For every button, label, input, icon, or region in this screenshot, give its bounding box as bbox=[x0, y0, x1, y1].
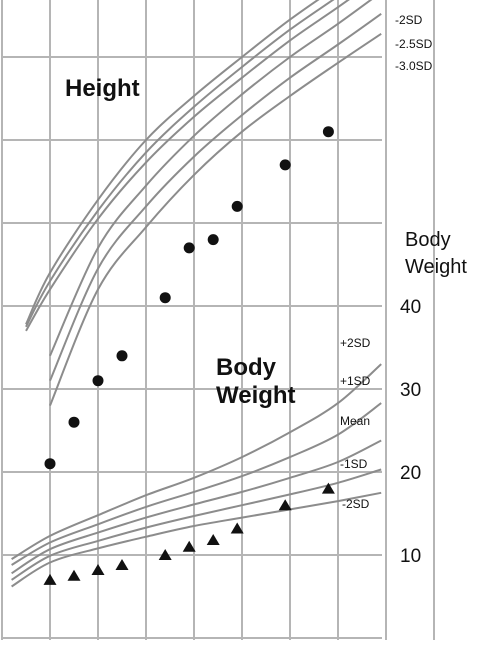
height-point bbox=[279, 159, 291, 171]
height-point bbox=[68, 416, 80, 428]
weight-curve-1 bbox=[11, 363, 382, 560]
curve-labels: -2SD -2.5SD -3.0SD +2SD +1SD Mean -1SD -2SD bbox=[340, 13, 433, 511]
height-curve-4 bbox=[49, 0, 373, 357]
weight-curve-3 bbox=[11, 439, 382, 575]
weight-point bbox=[91, 563, 105, 575]
weight-point bbox=[278, 499, 292, 511]
weight-point bbox=[158, 549, 172, 560]
height-point bbox=[322, 126, 334, 138]
weight-curve-5 bbox=[11, 491, 382, 588]
y-axis-title: Body Weight bbox=[405, 229, 467, 278]
y-tick-label: 30 bbox=[400, 380, 421, 401]
weight-sd-label: +1SD bbox=[340, 374, 371, 388]
weight-sd-label: -2SD bbox=[342, 497, 370, 511]
weight-sd-label: +2SD bbox=[340, 336, 371, 350]
weight-curve-4 bbox=[11, 468, 382, 581]
height-curve-5 bbox=[49, 12, 382, 382]
height-curve-2 bbox=[25, 0, 335, 328]
height-curve-3 bbox=[25, 0, 350, 332]
weight-curve-2 bbox=[11, 402, 382, 566]
height-sd-label: -3.0SD bbox=[395, 59, 433, 73]
height-point bbox=[207, 234, 219, 246]
height-point bbox=[44, 458, 56, 470]
y-tick-label: 10 bbox=[400, 546, 421, 567]
weight-sd-label: Mean bbox=[340, 414, 370, 428]
weight-point bbox=[206, 534, 220, 546]
y-tick-label: 40 bbox=[400, 297, 421, 318]
height-point bbox=[92, 375, 104, 387]
weight-point bbox=[182, 540, 196, 552]
height-point bbox=[231, 200, 243, 212]
data-points bbox=[43, 126, 335, 585]
grid bbox=[1, 0, 435, 640]
weight-sd-label: -1SD bbox=[340, 457, 368, 471]
weight-point bbox=[67, 569, 81, 581]
height-sd-label: -2.5SD bbox=[395, 37, 433, 51]
weight-point bbox=[230, 522, 244, 534]
y-axis-ticks: 10 20 30 40 bbox=[400, 297, 421, 567]
height-curve-6 bbox=[49, 32, 382, 406]
height-curves bbox=[25, 0, 382, 406]
height-point bbox=[183, 242, 195, 254]
weight-curves bbox=[11, 363, 382, 588]
weight-point bbox=[43, 573, 57, 585]
y-tick-label: 20 bbox=[400, 463, 421, 484]
height-point bbox=[116, 350, 128, 362]
body-weight-annotation: Body Weight bbox=[216, 354, 296, 409]
weight-point bbox=[321, 482, 335, 494]
height-point bbox=[159, 292, 171, 304]
weight-point bbox=[115, 558, 129, 570]
height-curve-1 bbox=[25, 0, 320, 325]
height-sd-label: -2SD bbox=[395, 13, 423, 27]
height-annotation: Height bbox=[65, 75, 140, 102]
